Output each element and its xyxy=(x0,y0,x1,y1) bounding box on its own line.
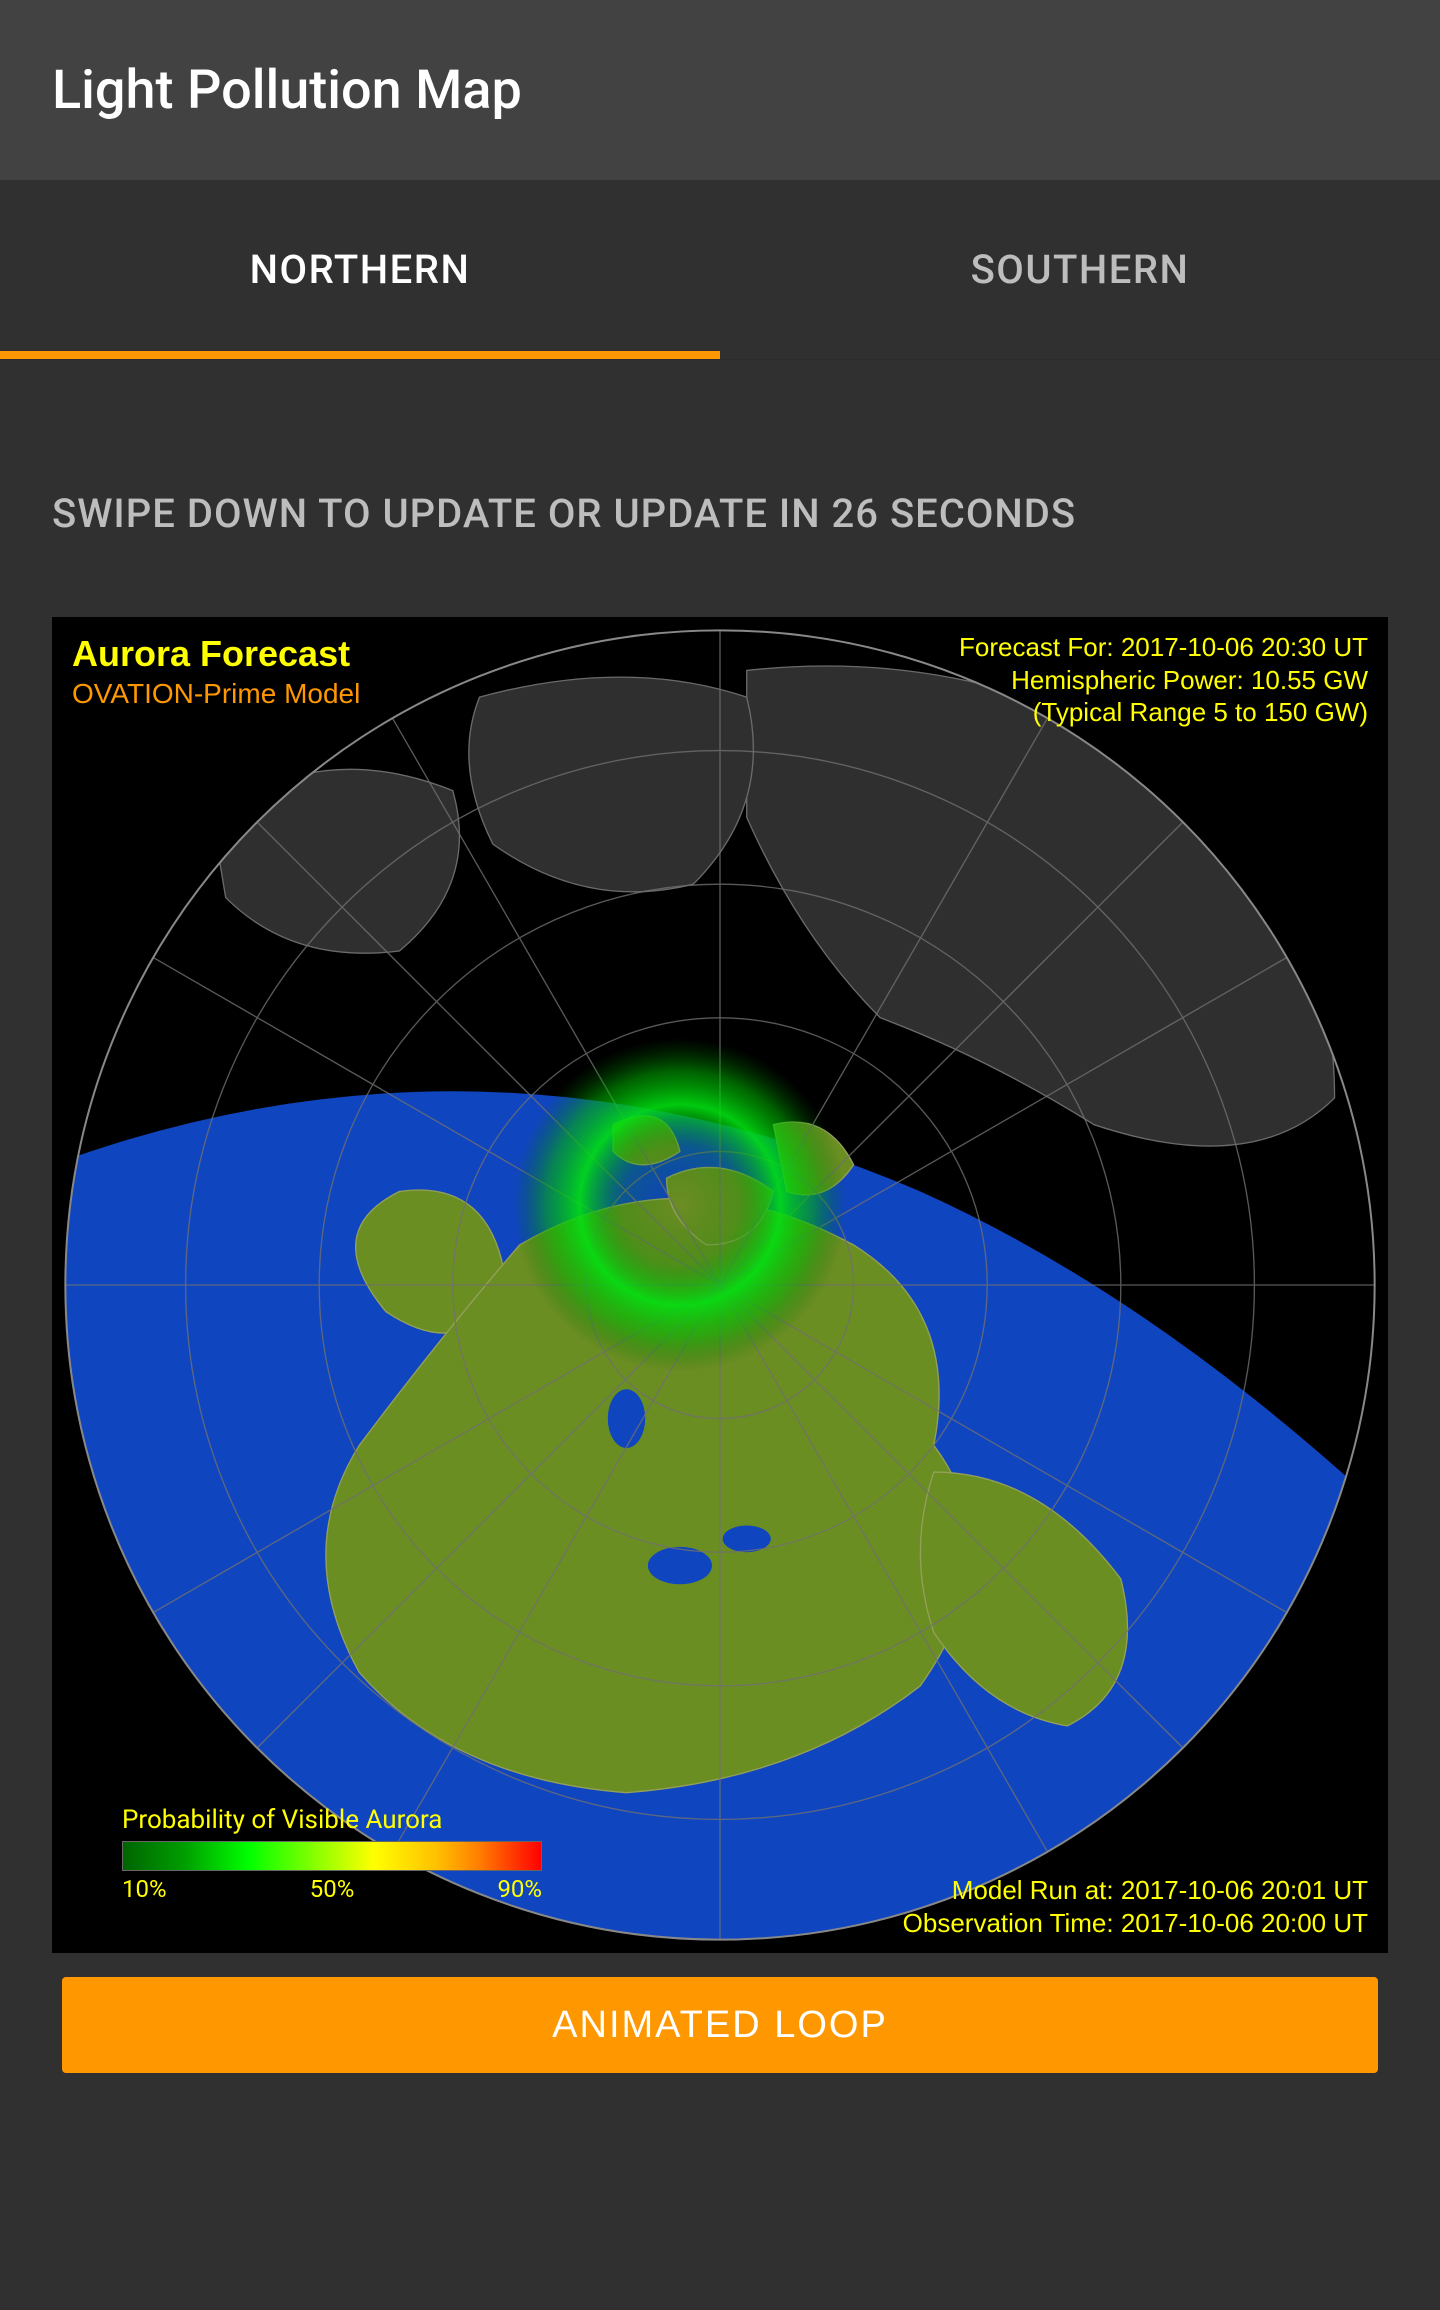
tab-label: NORTHERN xyxy=(250,246,471,293)
tab-label: SOUTHERN xyxy=(971,246,1190,293)
animated-loop-button[interactable]: ANIMATED LOOP xyxy=(62,1977,1378,2073)
legend-ticks: 10% 50% 90% xyxy=(122,1875,542,1903)
model-run: Model Run at: 2017-10-06 20:01 UT xyxy=(903,1874,1368,1907)
forecast-model: OVATION-Prime Model xyxy=(72,676,360,711)
legend: Probability of Visible Aurora 10% 50% 90… xyxy=(122,1805,542,1903)
legend-tick: 90% xyxy=(497,1875,542,1903)
obs-time: Observation Time: 2017-10-06 20:00 UT xyxy=(903,1907,1368,1940)
forecast-title-block: Aurora Forecast OVATION-Prime Model xyxy=(72,631,360,711)
app-header: Light Pollution Map xyxy=(0,0,1440,180)
page-title: Light Pollution Map xyxy=(52,59,522,122)
legend-title: Probability of Visible Aurora xyxy=(122,1805,542,1835)
main-content: SWIPE DOWN TO UPDATE OR UPDATE IN 26 SEC… xyxy=(0,490,1440,2073)
globe-svg xyxy=(52,617,1388,1953)
forecast-range: (Typical Range 5 to 150 GW) xyxy=(959,696,1368,729)
aurora-map[interactable]: Aurora Forecast OVATION-Prime Model Fore… xyxy=(52,617,1388,1953)
forecast-title: Aurora Forecast xyxy=(72,631,360,676)
tab-bar: NORTHERN SOUTHERN xyxy=(0,180,1440,360)
legend-tick: 10% xyxy=(122,1875,167,1903)
forecast-power: Hemispheric Power: 10.55 GW xyxy=(959,664,1368,697)
forecast-info-block: Forecast For: 2017-10-06 20:30 UT Hemisp… xyxy=(959,631,1368,729)
forecast-for: Forecast For: 2017-10-06 20:30 UT xyxy=(959,631,1368,664)
tab-northern[interactable]: NORTHERN xyxy=(0,180,720,359)
forecast-time-block: Model Run at: 2017-10-06 20:01 UT Observ… xyxy=(903,1874,1368,1939)
legend-bar xyxy=(122,1841,542,1871)
update-status: SWIPE DOWN TO UPDATE OR UPDATE IN 26 SEC… xyxy=(52,490,1388,537)
legend-tick: 50% xyxy=(310,1875,355,1903)
tab-southern[interactable]: SOUTHERN xyxy=(720,180,1440,359)
